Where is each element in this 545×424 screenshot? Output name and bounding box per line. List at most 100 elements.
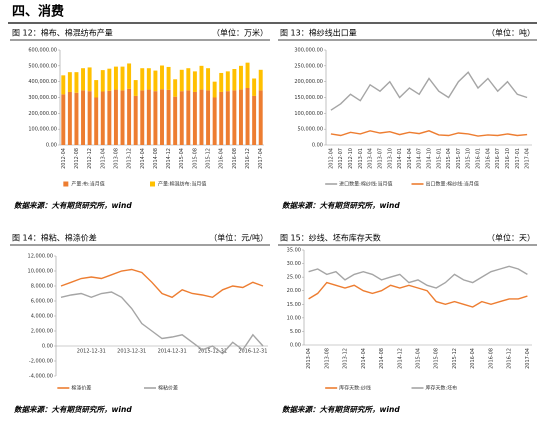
legend-swatch bbox=[63, 181, 69, 187]
bar-segment bbox=[206, 68, 211, 91]
x-tick-label: 2013-04 bbox=[368, 148, 374, 169]
x-tick-label: 2013-04 bbox=[100, 148, 106, 169]
x-tick-label: 2015-08 bbox=[434, 348, 440, 369]
chart-title: 图 13：棉纱线出口量 bbox=[280, 28, 357, 38]
x-tick-label: 2012-12-31 bbox=[77, 349, 106, 355]
chart-title: 图 14：棉粘、棉涤价差 bbox=[12, 233, 97, 243]
y-tick-label: 400,000.00 bbox=[28, 79, 57, 85]
x-tick-label: 2013-10 bbox=[387, 148, 393, 169]
x-tick-label: 2017-04 bbox=[525, 348, 531, 369]
source-note: 数据来源：大有期货研究所，wind bbox=[14, 405, 132, 414]
bar-segment bbox=[232, 90, 237, 145]
chart-title: 图 15：纱线、坯布库存天数 bbox=[280, 233, 381, 243]
bar-segment bbox=[127, 88, 132, 145]
bar-segment bbox=[120, 90, 125, 145]
x-tick-label: 2016-08 bbox=[488, 348, 494, 369]
y-tick-label: 300,000.00 bbox=[294, 48, 323, 54]
bar-segment bbox=[225, 71, 230, 92]
x-tick-label: 2016-12-31 bbox=[238, 349, 267, 355]
x-tick-label: 2016-04 bbox=[470, 348, 476, 369]
y-tick-label: 100,000.00 bbox=[294, 111, 323, 117]
bar-segment bbox=[186, 90, 191, 145]
y-tick-label: 2,000.00 bbox=[31, 329, 53, 335]
bar-segment bbox=[87, 67, 92, 92]
x-tick-label: 2015-07 bbox=[456, 148, 462, 169]
x-tick-label: 2017-04 bbox=[525, 148, 531, 169]
bar-segment bbox=[81, 68, 86, 91]
x-tick-label: 2014-01 bbox=[397, 148, 403, 169]
section-heading: 四、消费 bbox=[12, 4, 64, 20]
bar-segment bbox=[67, 91, 72, 145]
x-tick-label: 2016-12 bbox=[245, 148, 251, 169]
series-line bbox=[308, 281, 528, 308]
y-tick-label: 50,000.00 bbox=[298, 127, 323, 133]
x-tick-label: 2014-07 bbox=[417, 148, 423, 169]
x-tick-label: 2012-12 bbox=[87, 148, 93, 169]
y-tick-label: 10.00 bbox=[287, 315, 301, 321]
legend-label: 产量:棉混纺布:当月值 bbox=[158, 181, 206, 188]
title-bar bbox=[10, 231, 270, 245]
bar-segment bbox=[113, 89, 118, 145]
y-tick-label: -2,000.00 bbox=[29, 359, 53, 365]
y-tick-label: 200,000.00 bbox=[294, 79, 323, 85]
bar-segment bbox=[219, 72, 224, 92]
y-tick-label: 300,000.00 bbox=[28, 95, 57, 101]
x-tick-label: 2014-10 bbox=[427, 148, 433, 169]
bar-segment bbox=[107, 68, 112, 91]
bar-segment bbox=[173, 96, 178, 145]
bar-segment bbox=[140, 90, 145, 145]
x-tick-label: 2013-07 bbox=[377, 148, 383, 169]
x-tick-label: 2013-01 bbox=[358, 148, 364, 169]
bar-segment bbox=[61, 94, 66, 145]
bar-segment bbox=[74, 92, 79, 145]
legend-label: 棉粘价差 bbox=[158, 385, 178, 392]
bar-segment bbox=[199, 89, 204, 145]
bar-segment bbox=[67, 72, 72, 92]
x-tick-label: 2012-08 bbox=[74, 148, 80, 169]
bar-segment bbox=[94, 80, 99, 98]
bar-segment bbox=[133, 80, 138, 96]
bar-segment bbox=[232, 69, 237, 91]
y-tick-label: 100,000.00 bbox=[28, 127, 57, 133]
chart-unit: （单位：天） bbox=[487, 233, 535, 243]
x-tick-label: 2016-10 bbox=[505, 148, 511, 169]
bar-segment bbox=[219, 91, 224, 145]
bar-segment bbox=[245, 62, 250, 88]
x-tick-label: 2015-01 bbox=[436, 148, 442, 169]
bar-segment bbox=[146, 68, 151, 90]
x-tick-label: 2014-12-31 bbox=[158, 349, 187, 355]
bar-segment bbox=[160, 89, 164, 145]
x-tick-label: 2016-08 bbox=[232, 148, 238, 169]
bar-segment bbox=[166, 89, 171, 145]
title-bar bbox=[278, 26, 537, 40]
x-tick-label: 2016-04 bbox=[219, 148, 225, 169]
source-note: 数据来源：大有期货研究所，wind bbox=[282, 405, 400, 414]
legend-label: 库存天数:坯布 bbox=[426, 385, 458, 392]
x-tick-label: 2015-04 bbox=[446, 148, 452, 169]
bar-segment bbox=[225, 91, 230, 145]
x-tick-label: 2012-10 bbox=[348, 148, 354, 169]
y-tick-label: 8,000.00 bbox=[31, 284, 53, 290]
bar-segment bbox=[212, 81, 217, 98]
bar-segment bbox=[140, 68, 145, 91]
x-tick-label: 2014-12 bbox=[397, 348, 403, 369]
x-tick-label: 2015-04 bbox=[416, 348, 422, 369]
series-line bbox=[330, 71, 528, 111]
bar-segment bbox=[74, 72, 79, 93]
legend-swatch bbox=[150, 181, 155, 187]
y-tick-label: 500,000.00 bbox=[28, 63, 57, 69]
bar-segment bbox=[133, 95, 138, 145]
y-tick-label: 20.00 bbox=[287, 288, 301, 294]
y-tick-label: 5.00 bbox=[290, 329, 301, 335]
legend-label: 产量:布:当月值 bbox=[71, 181, 104, 188]
bar-segment bbox=[87, 91, 92, 145]
title-bar bbox=[278, 231, 537, 245]
source-note: 数据来源：大有期货研究所，wind bbox=[282, 201, 400, 210]
y-tick-label: 6,000.00 bbox=[31, 299, 53, 305]
bar-segment bbox=[100, 91, 105, 145]
y-tick-label: 35.00 bbox=[287, 248, 301, 254]
y-tick-label: 4,000.00 bbox=[31, 314, 53, 320]
y-tick-label: 30.00 bbox=[287, 261, 301, 267]
legend-label: 棉涤价差 bbox=[71, 385, 91, 392]
bar-segment bbox=[245, 88, 250, 145]
